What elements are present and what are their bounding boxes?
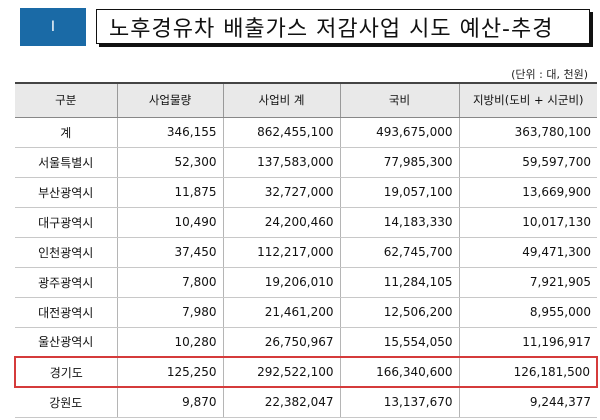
table-body: 계 346,155 862,455,100 493,675,000 363,780,10… xyxy=(14,117,598,418)
table-row: 서울특별시 52,300 137,583,000 77,985,300 59,597,7… xyxy=(15,147,597,178)
national-cell: 13,137,670 xyxy=(339,387,459,418)
table-row: 인천광역시 37,450 112,217,000 62,745,700 49,471,3… xyxy=(15,237,597,268)
region-cell: 계 xyxy=(15,117,117,148)
total-cost-cell: 32,727,000 xyxy=(222,177,340,208)
local-cell: 8,955,000 xyxy=(458,297,597,328)
table-row: 경기도 125,250 292,522,100 166,340,600 126,181,… xyxy=(14,356,598,388)
column-header-category: 구분 xyxy=(15,82,117,118)
total-cost-cell: 292,522,100 xyxy=(222,356,340,388)
region-cell: 경기도 xyxy=(14,356,117,388)
local-cell: 11,196,917 xyxy=(458,327,597,358)
table-row: 부산광역시 11,875 32,727,000 19,057,100 13,669,90… xyxy=(15,177,597,208)
table-row: 광주광역시 7,800 19,206,010 11,284,105 7,921,905 xyxy=(15,267,597,298)
local-cell: 363,780,100 xyxy=(458,117,597,148)
region-cell: 대구광역시 xyxy=(15,207,117,238)
local-cell: 9,244,377 xyxy=(458,387,597,418)
national-cell: 77,985,300 xyxy=(339,147,459,178)
region-cell: 대전광역시 xyxy=(15,297,117,328)
national-cell: 166,340,600 xyxy=(339,356,459,388)
total-cost-cell: 26,750,967 xyxy=(222,327,340,358)
total-cost-cell: 24,200,460 xyxy=(222,207,340,238)
local-cell: 13,669,900 xyxy=(458,177,597,208)
document-header: Ⅰ 노후경유차 배출가스 저감사업 시도 예산-추경 xyxy=(0,0,600,58)
volume-cell: 11,875 xyxy=(116,177,223,208)
national-cell: 14,183,330 xyxy=(339,207,459,238)
volume-cell: 10,490 xyxy=(116,207,223,238)
table-row: 대전광역시 7,980 21,461,200 12,506,200 8,955,000 xyxy=(15,297,597,328)
page-title: 노후경유차 배출가스 저감사업 시도 예산-추경 xyxy=(96,9,590,44)
region-cell: 부산광역시 xyxy=(15,177,117,208)
local-cell: 10,017,130 xyxy=(458,207,597,238)
national-cell: 15,554,050 xyxy=(339,327,459,358)
total-cost-cell: 862,455,100 xyxy=(222,117,340,148)
local-cell: 126,181,500 xyxy=(458,356,598,388)
volume-cell: 9,870 xyxy=(116,387,223,418)
section-badge: Ⅰ xyxy=(20,8,86,46)
column-header-total-cost: 사업비 계 xyxy=(222,82,340,118)
total-cost-cell: 112,217,000 xyxy=(222,237,340,268)
table-row: 계 346,155 862,455,100 493,675,000 363,780,10… xyxy=(15,117,597,148)
national-cell: 11,284,105 xyxy=(339,267,459,298)
total-cost-cell: 19,206,010 xyxy=(222,267,340,298)
total-cost-cell: 22,382,047 xyxy=(222,387,340,418)
volume-cell: 7,980 xyxy=(116,297,223,328)
volume-cell: 37,450 xyxy=(116,237,223,268)
unit-note: (단위 : 대, 천원) xyxy=(511,68,588,81)
table-row: 울산광역시 10,280 26,750,967 15,554,050 11,196,91… xyxy=(15,327,597,358)
region-cell: 광주광역시 xyxy=(15,267,117,298)
table-header-row: 구분 사업물량 사업비 계 국비 지방비(도비 + 시군비) xyxy=(15,82,597,118)
national-cell: 12,506,200 xyxy=(339,297,459,328)
total-cost-cell: 21,461,200 xyxy=(222,297,340,328)
budget-table: 구분 사업물량 사업비 계 국비 지방비(도비 + 시군비) 계 346,155 8… xyxy=(14,82,598,418)
table-row: 대구광역시 10,490 24,200,460 14,183,330 10,017,13… xyxy=(15,207,597,238)
volume-cell: 52,300 xyxy=(116,147,223,178)
region-cell: 인천광역시 xyxy=(15,237,117,268)
region-cell: 서울특별시 xyxy=(15,147,117,178)
region-cell: 강원도 xyxy=(15,387,117,418)
column-header-volume: 사업물량 xyxy=(116,82,223,118)
volume-cell: 10,280 xyxy=(116,327,223,358)
table-row: 강원도 9,870 22,382,047 13,137,670 9,244,377 xyxy=(15,387,597,418)
local-cell: 7,921,905 xyxy=(458,267,597,298)
local-cell: 49,471,300 xyxy=(458,237,597,268)
local-cell: 59,597,700 xyxy=(458,147,597,178)
volume-cell: 125,250 xyxy=(116,356,223,388)
national-cell: 19,057,100 xyxy=(339,177,459,208)
national-cell: 493,675,000 xyxy=(339,117,459,148)
national-cell: 62,745,700 xyxy=(339,237,459,268)
volume-cell: 7,800 xyxy=(116,267,223,298)
column-header-local: 지방비(도비 + 시군비) xyxy=(458,82,597,118)
volume-cell: 346,155 xyxy=(116,117,223,148)
region-cell: 울산광역시 xyxy=(15,327,117,358)
total-cost-cell: 137,583,000 xyxy=(222,147,340,178)
column-header-national: 국비 xyxy=(339,82,459,118)
